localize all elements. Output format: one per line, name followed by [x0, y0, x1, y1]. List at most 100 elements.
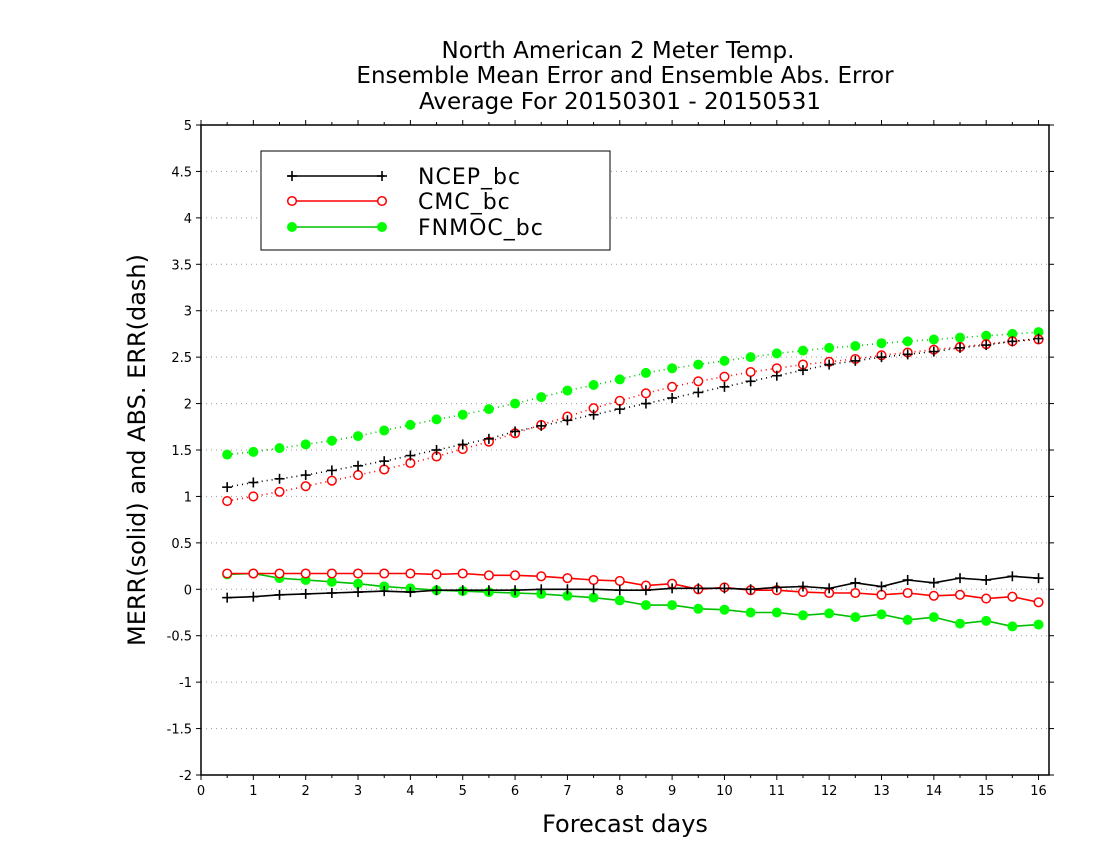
ncep-abs-err-point [510, 426, 521, 437]
y-tick-label: -0.5 [167, 630, 192, 645]
cmc-abs-err-point [667, 381, 678, 392]
fnmoc-abs-err-point [562, 385, 573, 396]
ncep-abs-err-point [536, 420, 547, 431]
y-tick-label: 2 [184, 398, 192, 413]
fnmoc-merr-point [850, 612, 861, 623]
fnmoc-abs-err-point [771, 348, 782, 359]
y-tick-label: 4.5 [171, 165, 192, 180]
ncep-merr-point [588, 584, 599, 595]
fnmoc-merr-point [588, 592, 599, 603]
ncep-abs-err-point [326, 465, 337, 476]
y-tick-label: -1.5 [167, 723, 192, 738]
fnmoc-abs-err-point [431, 414, 442, 425]
legend-marker [287, 222, 297, 232]
fnmoc-abs-err-point [614, 374, 625, 385]
cmc-abs-err-point [719, 371, 730, 382]
fnmoc-abs-err-point [667, 363, 678, 374]
fnmoc-abs-err-point [588, 380, 599, 390]
cmc-abs-err-point [326, 475, 337, 486]
legend-marker [287, 171, 297, 181]
fnmoc-abs-err-point [824, 342, 835, 353]
y-tick-label: 1.5 [171, 444, 192, 459]
ncep-abs-err-point [300, 470, 311, 481]
x-tick-label: 2 [302, 784, 310, 799]
fnmoc-merr-point [640, 600, 651, 611]
cmc-merr-point [954, 589, 966, 600]
ncep-merr-point [824, 583, 835, 594]
fnmoc-merr-point [719, 604, 730, 615]
fnmoc-merr-point [667, 600, 678, 611]
ncep-merr-point [431, 585, 442, 596]
fnmoc-abs-err-point [222, 449, 233, 460]
cmc-merr-point [222, 568, 233, 579]
ncep-merr-point [510, 585, 521, 596]
ncep-merr-point [955, 573, 966, 584]
ncep-abs-err-point [824, 359, 835, 370]
fnmoc-abs-err-point [928, 334, 939, 345]
ncep-abs-err-point [693, 387, 704, 398]
ncep-merr-point [667, 583, 678, 594]
fnmoc-abs-err-point [745, 352, 756, 363]
ncep-merr-point [300, 588, 311, 599]
fnmoc-abs-err-point [326, 435, 337, 446]
cmc-merr-point [352, 568, 364, 579]
cmc-abs-err-point [274, 486, 285, 497]
fnmoc-merr-point [1033, 619, 1044, 630]
legend-item: FNMOC_bc [287, 216, 543, 241]
y-tick-label: 0.5 [171, 537, 192, 552]
x-tick-label: 14 [926, 784, 943, 799]
ncep-abs-err-point [614, 404, 625, 415]
ncep-merr-point [405, 587, 416, 598]
title-line-1: North American 2 Meter Temp. [442, 38, 795, 64]
cmc-merr-line [227, 572, 1039, 604]
fnmoc-merr-point [353, 578, 364, 589]
ncep-merr-point [797, 581, 808, 592]
ncep-merr-point [274, 589, 285, 600]
fnmoc-abs-err [222, 327, 1044, 460]
cmc-merr-point [483, 570, 494, 581]
cmc-merr-point [536, 571, 547, 582]
y-tick-label: 3 [184, 305, 192, 320]
cmc-merr-point [928, 590, 939, 601]
legend-label: CMC_bc [418, 190, 511, 215]
cmc-abs-err [222, 334, 1044, 507]
ncep-abs-err-point [797, 365, 808, 376]
cmc-merr-point [614, 575, 625, 586]
fnmoc-abs-err-point [693, 359, 704, 370]
ncep-abs-err-point [745, 376, 756, 387]
cmc-merr [222, 568, 1044, 608]
ncep-abs-err-point [876, 352, 887, 363]
ncep-merr-point [902, 575, 913, 585]
y-axis-label: MERR(solid) and ABS. ERR(dash) [123, 254, 151, 646]
ncep-abs-err-point [379, 456, 390, 467]
chart-title: North American 2 Meter Temp. Ensemble Me… [356, 38, 894, 115]
x-tick-label: 0 [197, 784, 205, 799]
ncep-merr-point [379, 586, 390, 597]
fnmoc-abs-err-point [850, 341, 861, 351]
fnmoc-merr-point [955, 618, 966, 629]
cmc-merr-point [405, 568, 416, 579]
cmc-merr-point [431, 569, 442, 580]
fnmoc-abs-err-point [536, 392, 547, 403]
x-tick-label: 4 [406, 784, 414, 799]
ncep-merr-point [1007, 571, 1018, 582]
fnmoc-abs-err-point [902, 336, 913, 347]
fnmoc-abs-err-point [405, 419, 416, 430]
cmc-merr-point [274, 568, 285, 579]
ncep-merr-point [536, 584, 547, 595]
fnmoc-abs-err-point [274, 443, 285, 454]
ncep-abs-err-point [771, 370, 782, 381]
cmc-abs-err-point [640, 388, 651, 399]
legend-marker [376, 195, 388, 207]
ncep-merr-point [850, 577, 861, 588]
ncep-abs-err [222, 333, 1044, 493]
x-tick-label: 8 [616, 784, 624, 799]
cmc-merr-point [510, 570, 521, 581]
cmc-merr-point [981, 593, 992, 604]
ncep-abs-err-point [955, 342, 966, 353]
ncep-merr-point [771, 582, 782, 593]
x-tick-label: 11 [769, 784, 786, 799]
y-tick-label: 4 [184, 212, 192, 227]
ncep-merr-point [248, 591, 259, 602]
legend-item: NCEP_bc [287, 165, 520, 190]
